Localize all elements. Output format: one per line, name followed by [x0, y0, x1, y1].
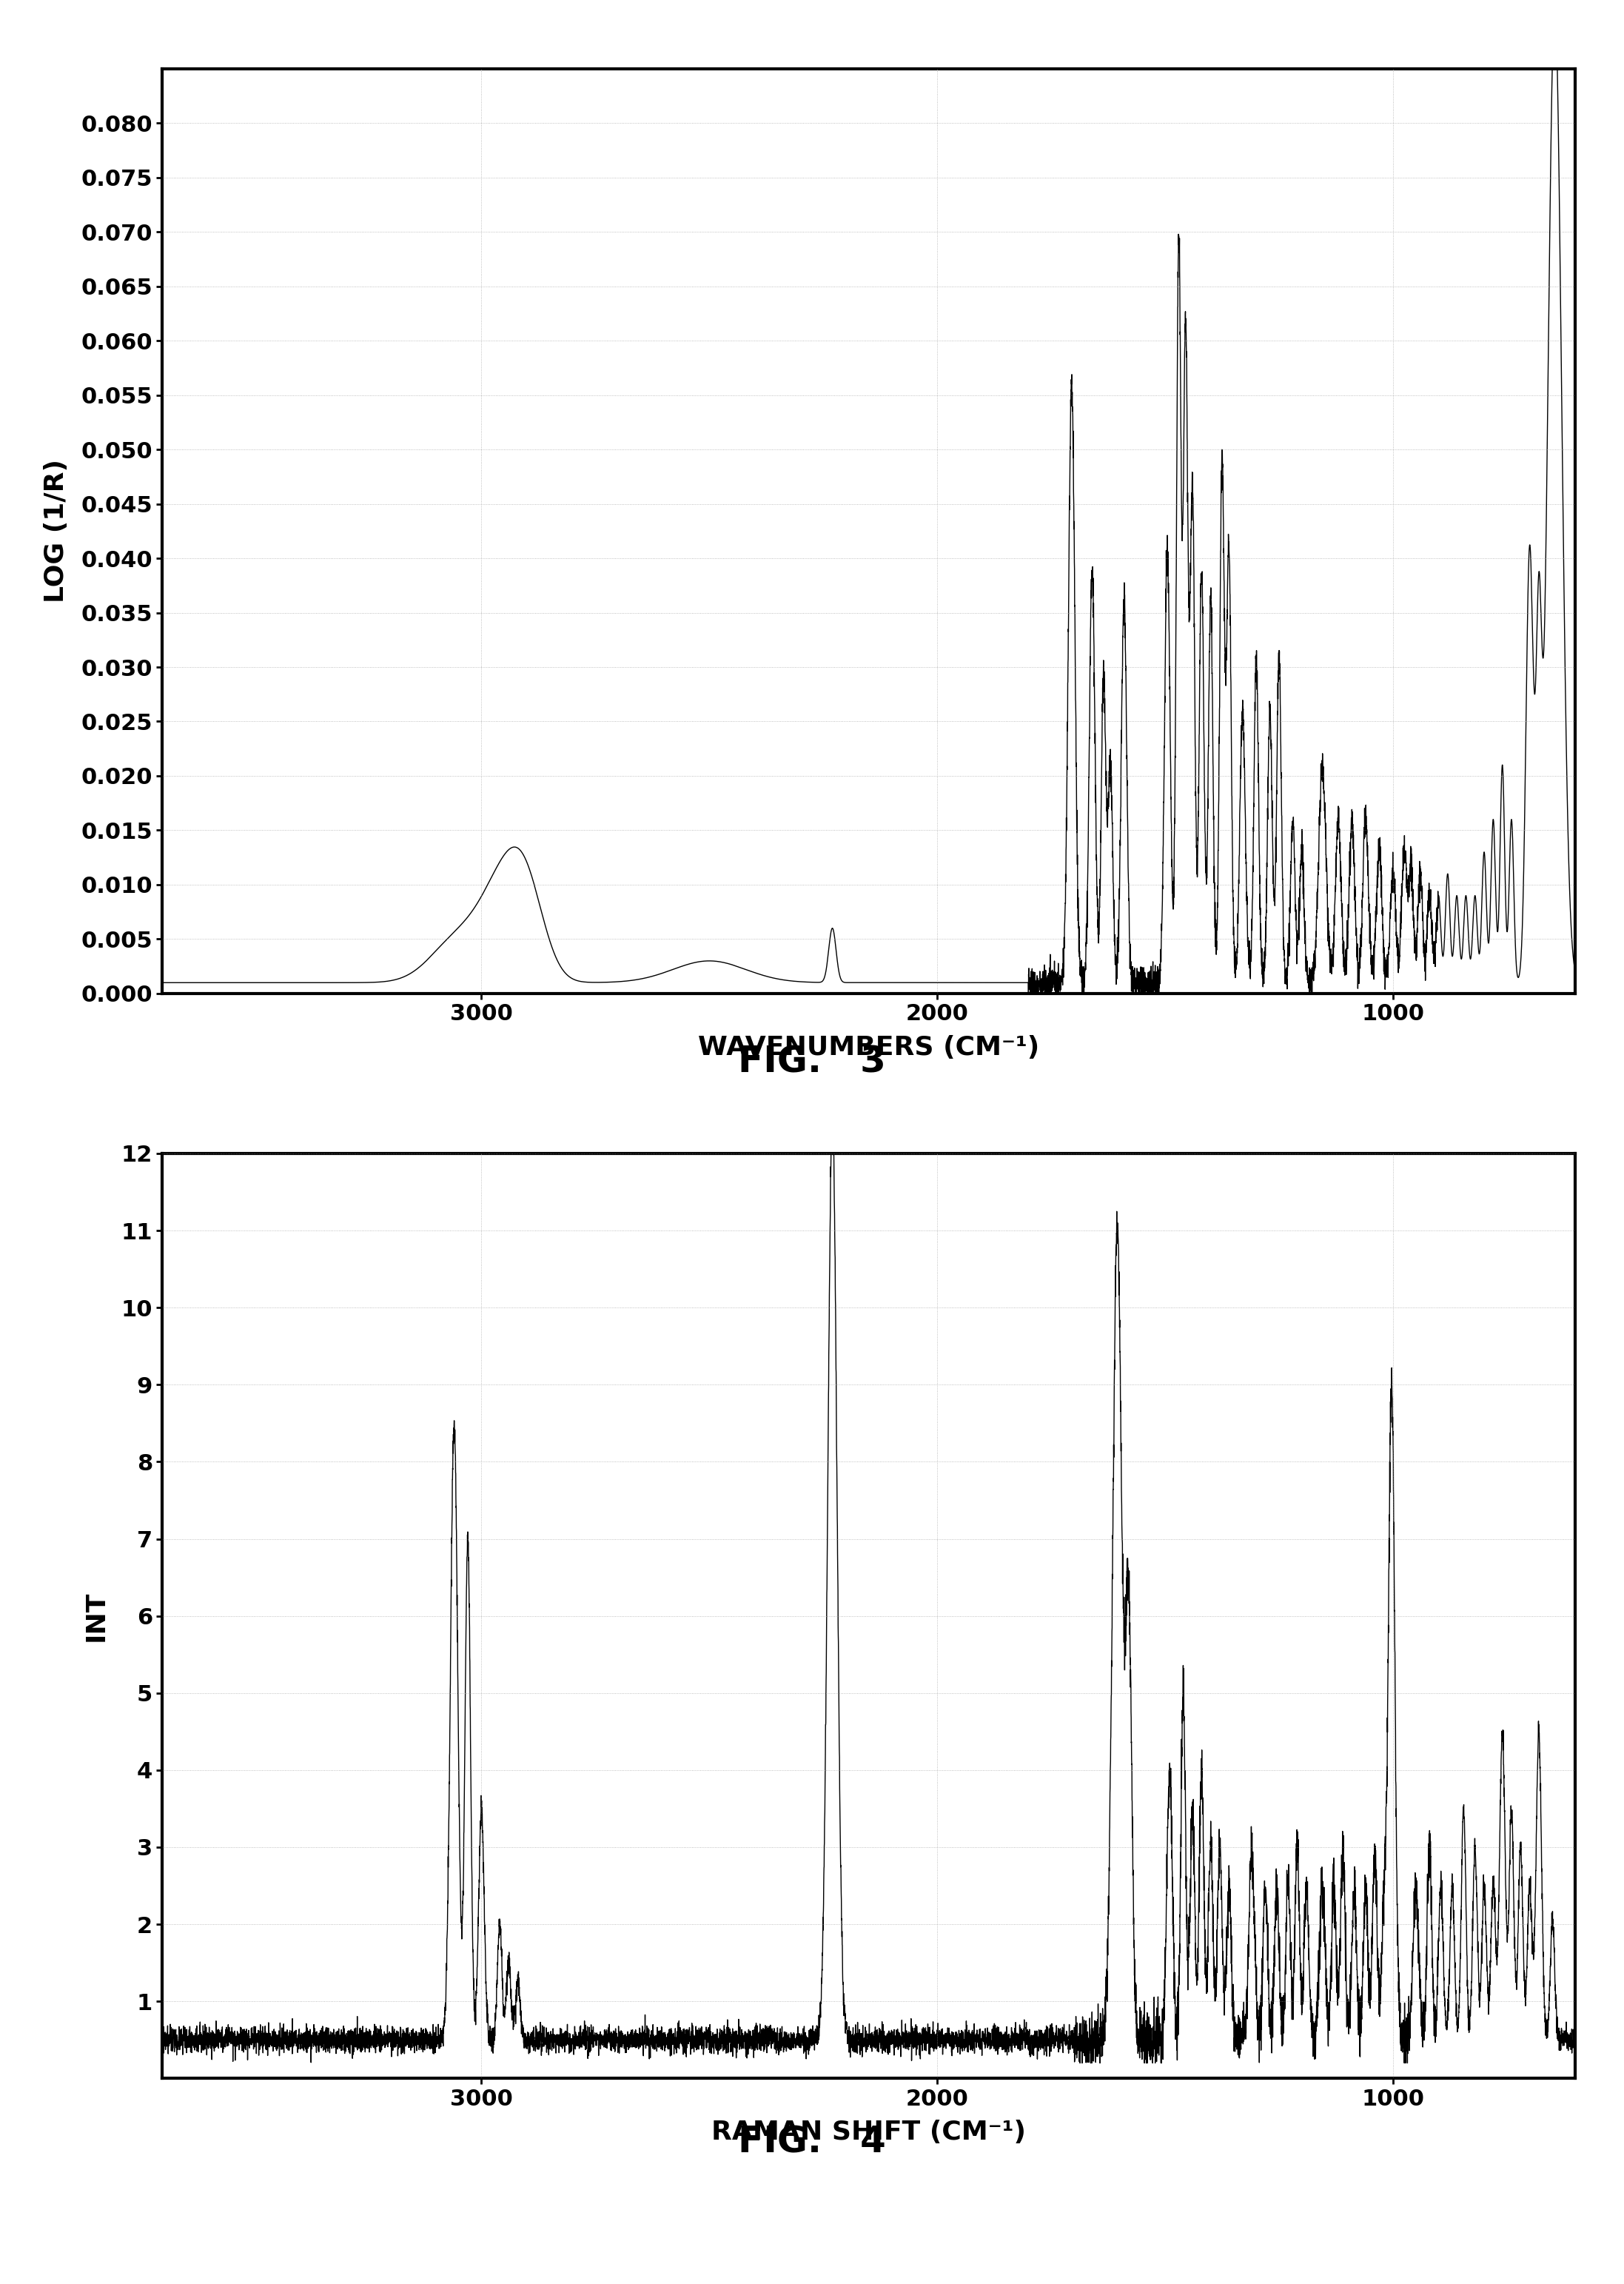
Y-axis label: INT: INT	[84, 1590, 109, 1642]
Text: FIG.   3: FIG. 3	[737, 1044, 887, 1080]
X-axis label: RAMAN SHIFT (CM⁻¹): RAMAN SHIFT (CM⁻¹)	[711, 2120, 1026, 2145]
X-axis label: WAVENUMBERS (CM⁻¹): WAVENUMBERS (CM⁻¹)	[698, 1035, 1039, 1060]
Y-axis label: LOG (1/R): LOG (1/R)	[44, 459, 68, 603]
Text: FIG.   4: FIG. 4	[737, 2124, 887, 2161]
